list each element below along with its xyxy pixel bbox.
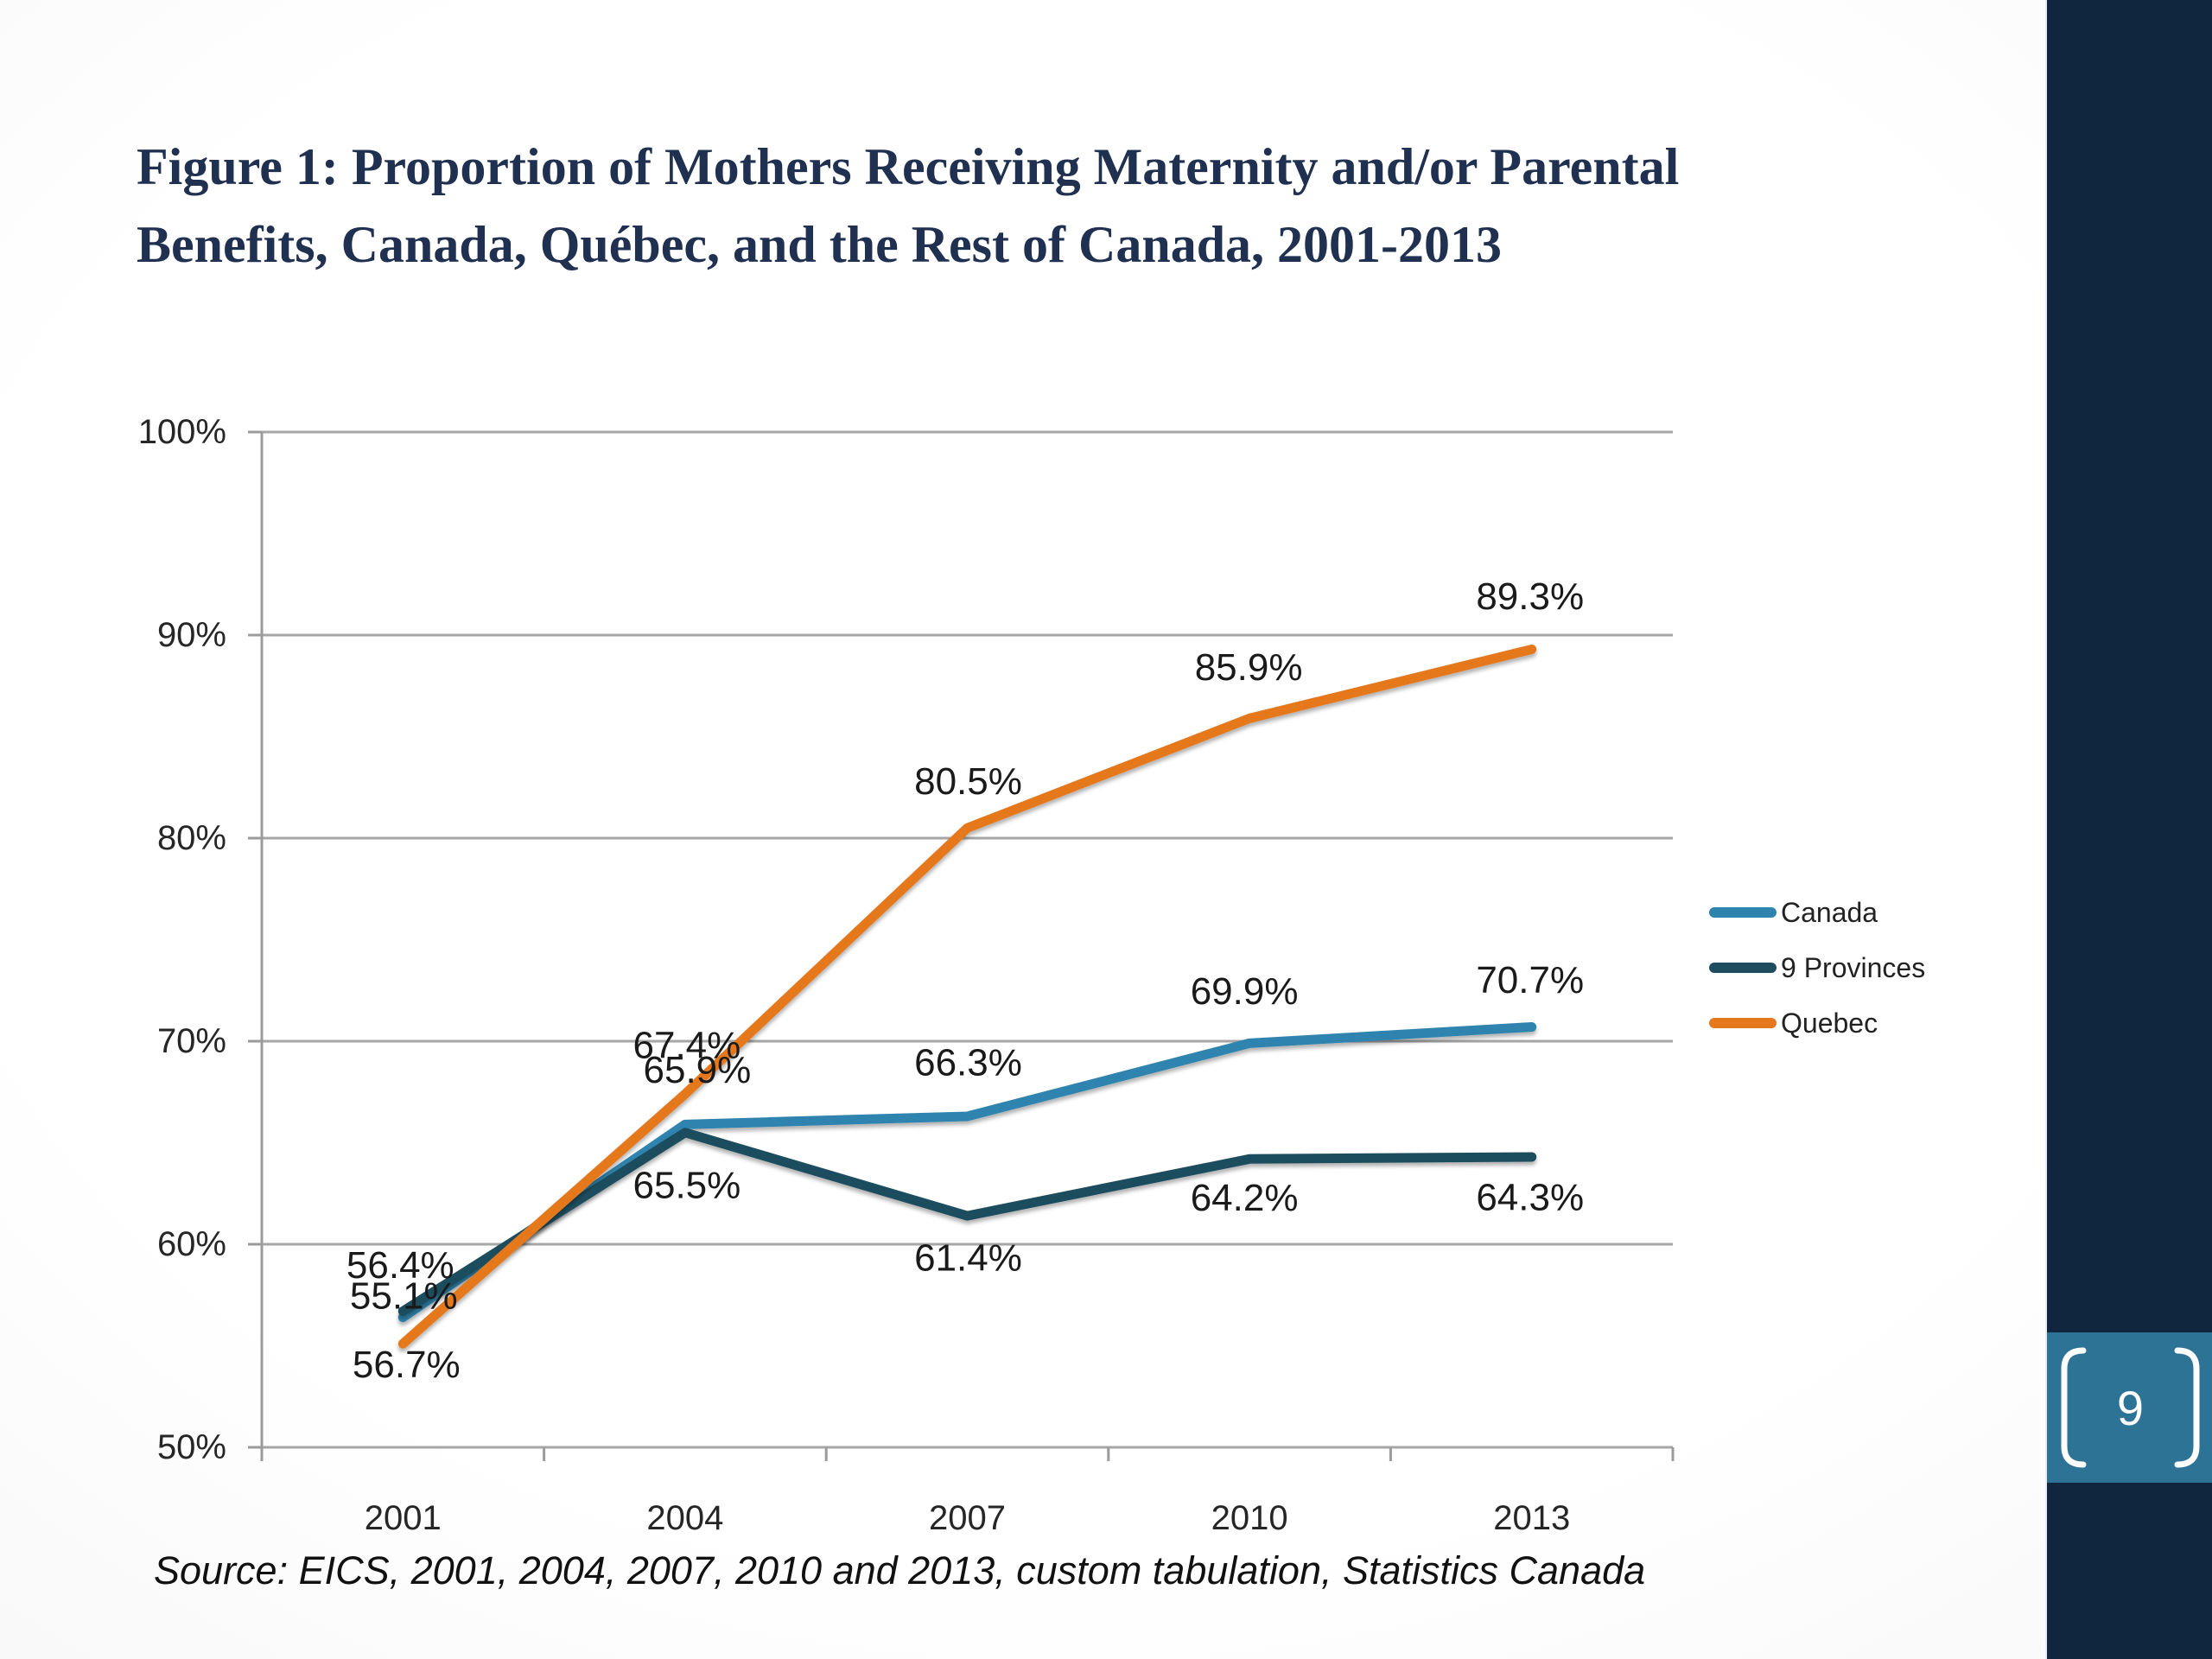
figure-title: Figure 1: Proportion of Mothers Receivin… — [137, 128, 1968, 283]
data-label: 65.5% — [633, 1164, 741, 1206]
legend-entry-quebec: Quebec — [1709, 995, 1925, 1051]
data-label: 66.3% — [914, 1041, 1022, 1084]
series-line-9-provinces — [397, 1128, 1537, 1317]
data-label: 64.3% — [1476, 1176, 1584, 1218]
legend-swatch-icon — [1709, 907, 1777, 918]
x-axis-label: 2013 — [1493, 1499, 1570, 1537]
legend-swatch-icon — [1709, 1018, 1777, 1028]
legend-swatch-icon — [1709, 963, 1777, 973]
data-label: 61.4% — [914, 1237, 1022, 1280]
data-label: 67.4% — [633, 1025, 741, 1067]
page-number-badge: 9 — [2047, 1332, 2212, 1483]
y-axis-label: 50% — [157, 1428, 226, 1466]
data-label: 55.1% — [350, 1275, 458, 1318]
x-axis-label: 2010 — [1211, 1499, 1288, 1537]
x-axis-label: 2004 — [646, 1499, 723, 1537]
x-axis-label: 2001 — [365, 1499, 442, 1537]
chart-legend: Canada 9 Provinces Quebec — [1709, 885, 1925, 1051]
data-label: 85.9% — [1195, 646, 1303, 689]
series-line-quebec — [397, 644, 1537, 1349]
legend-label: 9 Provinces — [1781, 951, 1926, 983]
figure-title-line1: Figure 1: Proportion of Mothers Receivin… — [137, 138, 1680, 195]
legend-label: Canada — [1781, 896, 1878, 928]
slide-background: Figure 1: Proportion of Mothers Receivin… — [0, 0, 2045, 1659]
data-label: 65.9% — [644, 1049, 752, 1091]
data-label: 80.5% — [914, 760, 1022, 803]
data-label: 69.9% — [1191, 970, 1299, 1013]
data-label: 89.3% — [1476, 575, 1584, 618]
legend-label: Quebec — [1781, 1007, 1878, 1039]
legend-entry-9-provinces: 9 Provinces — [1709, 940, 1925, 995]
bracket-decoration-icon — [2061, 1347, 2200, 1468]
legend-entry-canada: Canada — [1709, 885, 1925, 940]
y-axis-label: 90% — [157, 616, 226, 654]
page-number: 9 — [2116, 1380, 2145, 1435]
x-axis-label: 2007 — [929, 1499, 1006, 1537]
y-axis-label: 80% — [157, 819, 226, 857]
data-label: 56.4% — [346, 1244, 454, 1287]
data-label: 56.7% — [353, 1344, 461, 1386]
y-axis-label: 60% — [157, 1225, 226, 1263]
data-label: 70.7% — [1476, 959, 1584, 1001]
figure-title-line2: Benefits, Canada, Québec, and the Rest o… — [137, 216, 1503, 273]
sidebar-panel: 9 — [2045, 0, 2212, 1659]
y-axis-label: 70% — [157, 1022, 226, 1060]
data-label: 64.2% — [1191, 1177, 1299, 1219]
y-axis-label: 100% — [138, 413, 226, 451]
source-note: Source: EICS, 2001, 2004, 2007, 2010 and… — [154, 1548, 1646, 1592]
